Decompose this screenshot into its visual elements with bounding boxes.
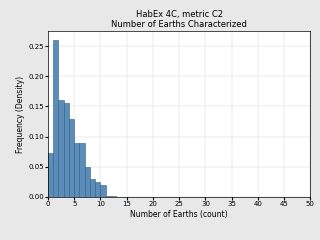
Bar	[100, 185, 106, 197]
Bar	[95, 182, 100, 197]
Bar	[59, 101, 64, 197]
Bar	[53, 40, 59, 197]
Bar	[106, 196, 111, 197]
X-axis label: Number of Earths (count): Number of Earths (count)	[130, 210, 228, 219]
Bar	[69, 119, 74, 197]
Y-axis label: Frequency (Density): Frequency (Density)	[16, 75, 25, 153]
Bar	[48, 153, 53, 197]
Bar	[74, 143, 79, 197]
Bar	[79, 143, 85, 197]
Bar	[111, 196, 116, 197]
Bar	[90, 179, 95, 197]
Title: HabEx 4C, metric C2
Number of Earths Characterized: HabEx 4C, metric C2 Number of Earths Cha…	[111, 10, 247, 29]
Bar	[64, 103, 69, 197]
Bar	[85, 167, 90, 197]
